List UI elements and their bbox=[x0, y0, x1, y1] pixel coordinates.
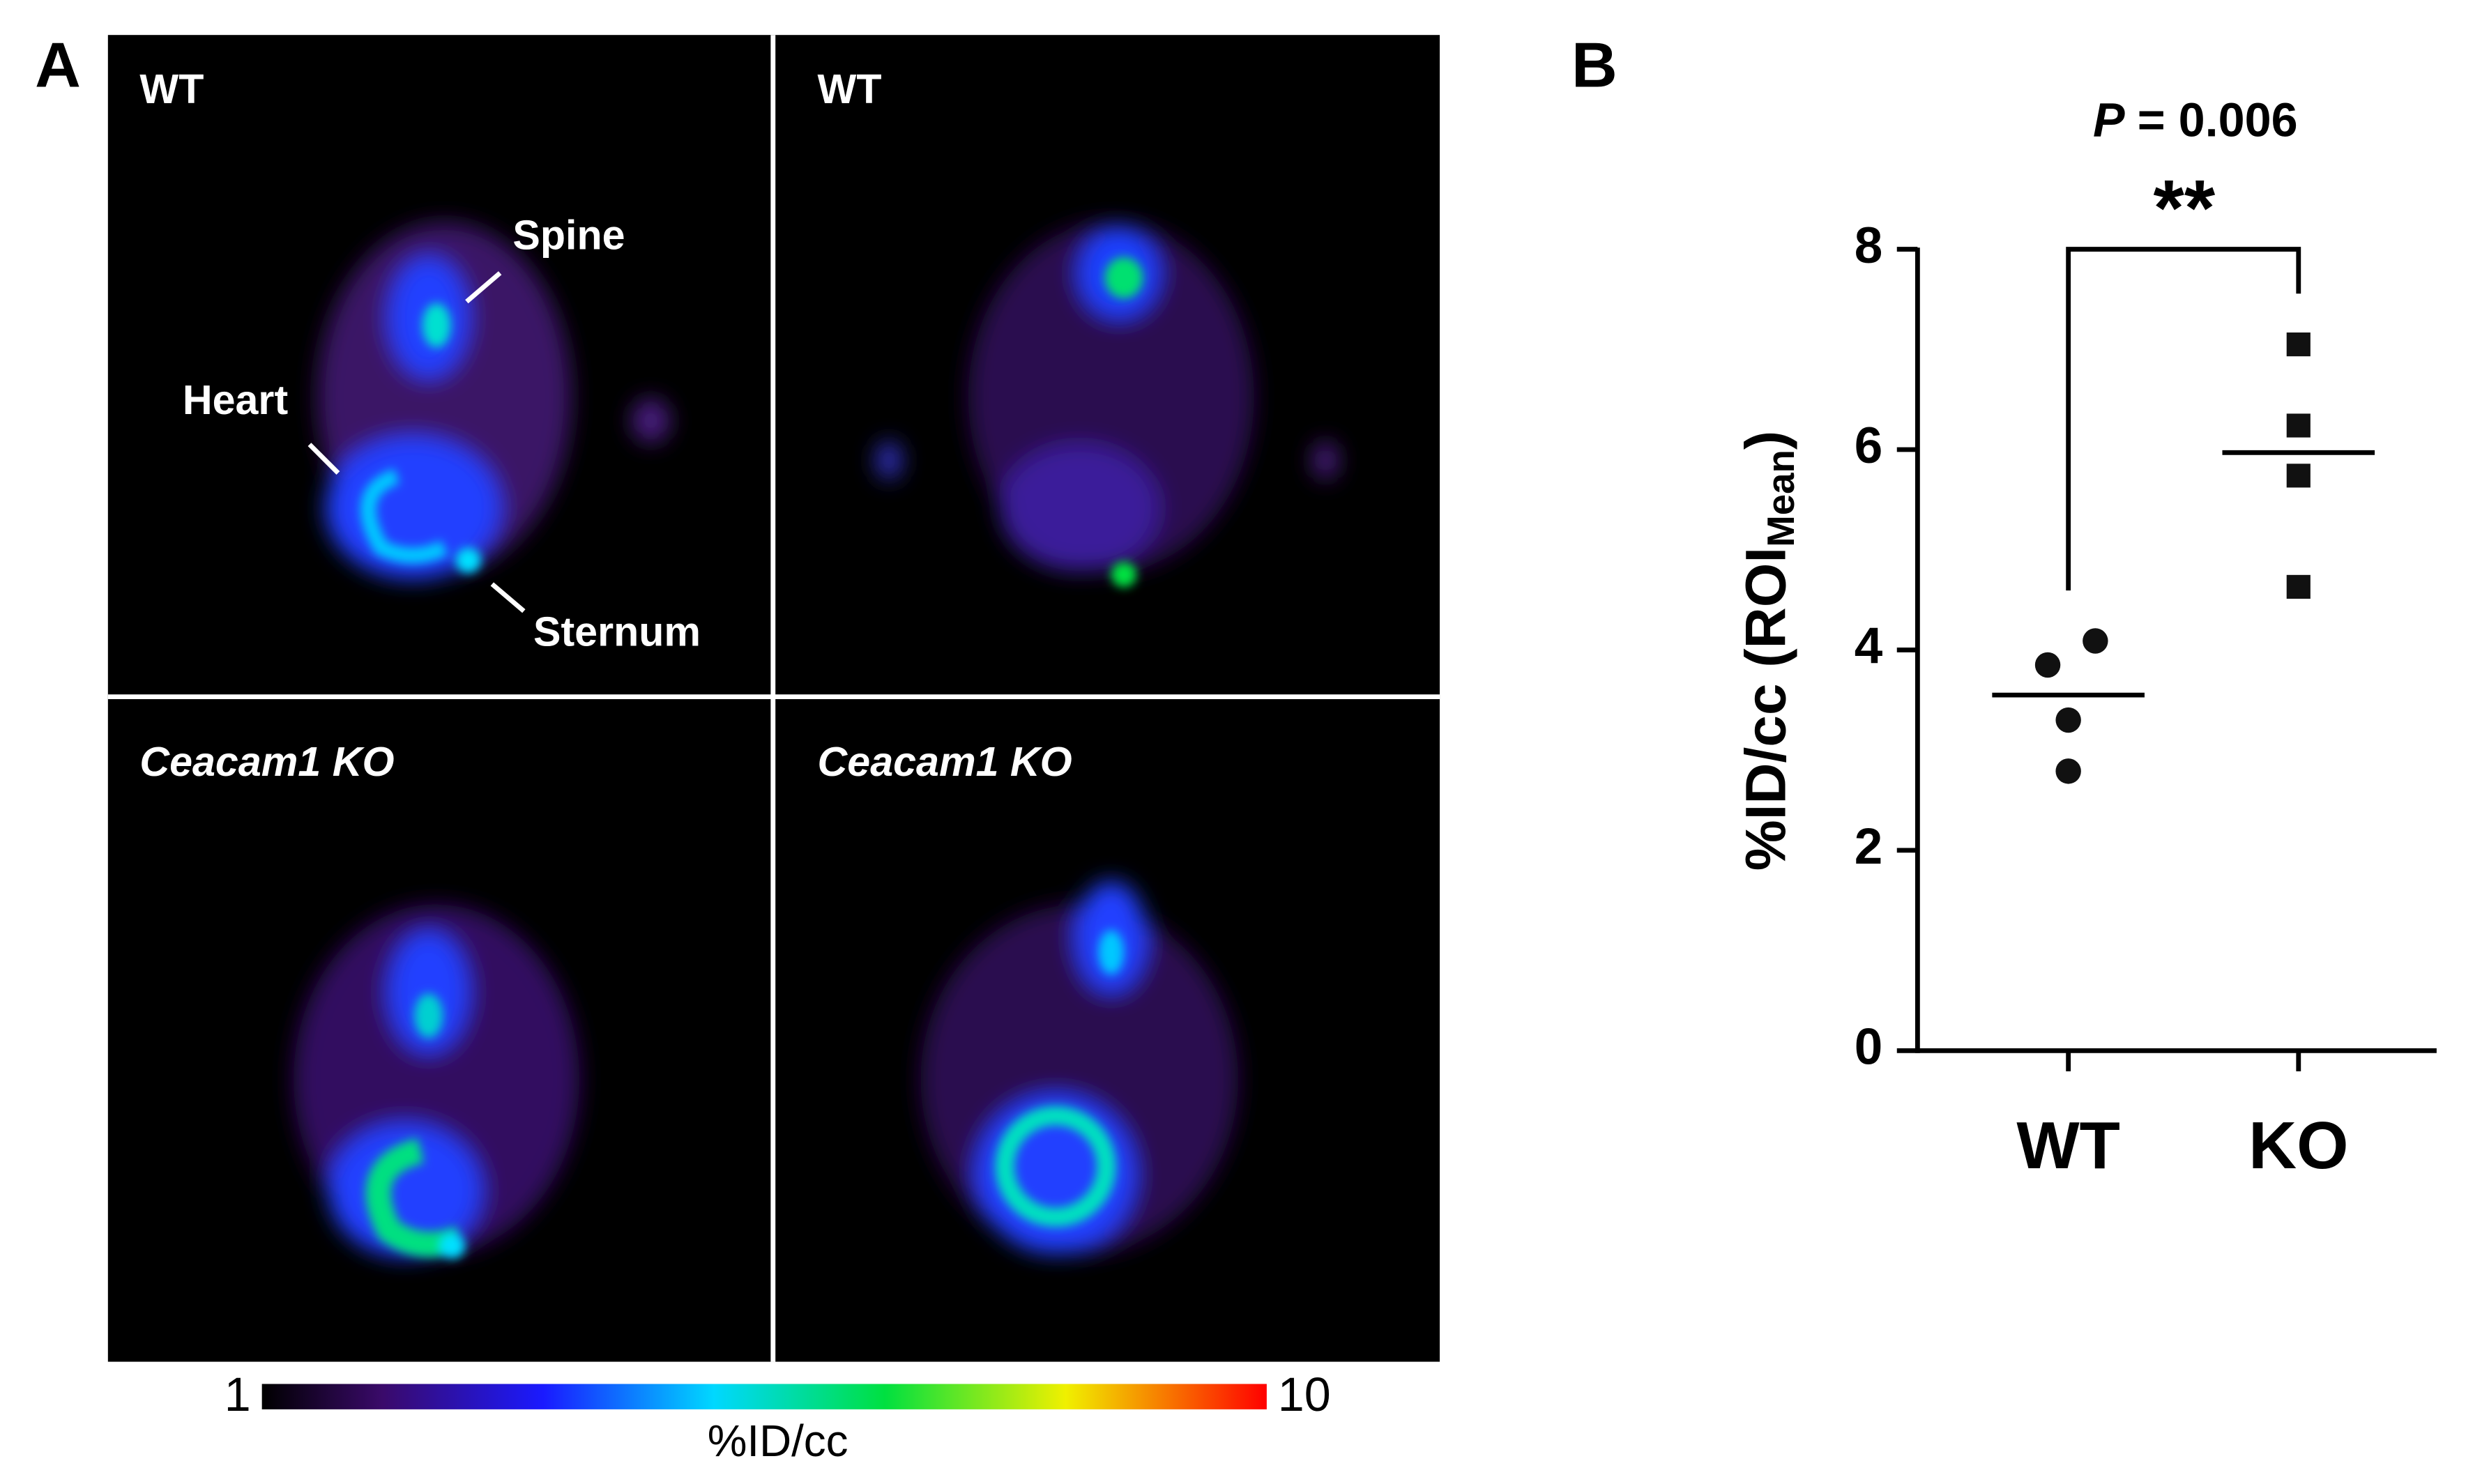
data-point bbox=[2286, 574, 2311, 599]
data-point bbox=[2286, 413, 2311, 438]
data-point bbox=[2055, 707, 2081, 733]
y-label-sub: Mean bbox=[1760, 450, 1803, 547]
colorbar-label: %ID/cc bbox=[708, 1416, 848, 1466]
data-point bbox=[2286, 464, 2311, 488]
colorbar bbox=[261, 1384, 1267, 1409]
chart: 0 2 4 6 8 WT KO P = 0.006 ** %ID/cc (ROIMean) bbox=[1734, 94, 2437, 1183]
p-text: = 0.006 bbox=[2138, 94, 2298, 147]
y-label-main: %ID/cc (ROI bbox=[1734, 547, 1797, 871]
y-tick-label: 4 bbox=[1855, 618, 1883, 675]
panel-letter: A bbox=[35, 30, 81, 100]
x-tick-label: WT bbox=[2016, 1108, 2120, 1183]
data-point bbox=[2055, 758, 2081, 784]
pet-images bbox=[107, 35, 1440, 1362]
image-label: WT bbox=[139, 66, 204, 112]
organ-label: Spine bbox=[512, 211, 625, 258]
colorbar-max: 10 bbox=[1278, 1368, 1331, 1421]
scan-hotspots bbox=[360, 257, 1143, 1259]
y-tick-label: 6 bbox=[1855, 418, 1883, 474]
image-label: Ceacam1 KO bbox=[818, 738, 1072, 785]
x-tick-label: KO bbox=[2248, 1108, 2348, 1183]
panel-letter: B bbox=[1571, 30, 1618, 100]
p-value: P = 0.006 bbox=[2093, 94, 2298, 147]
data-point bbox=[2083, 628, 2108, 654]
organ-label: Sternum bbox=[533, 608, 701, 655]
arrows bbox=[307, 271, 526, 613]
y-tick-label: 2 bbox=[1855, 818, 1883, 875]
data-point bbox=[2034, 652, 2061, 678]
data-point bbox=[2286, 332, 2311, 357]
significance-bracket bbox=[2066, 247, 2301, 591]
y-tick-label: 8 bbox=[1855, 217, 1883, 274]
y-axis-label: %ID/cc (ROIMean) bbox=[1734, 431, 1802, 871]
significance-stars: ** bbox=[2154, 165, 2216, 253]
y-tick-label: 0 bbox=[1855, 1019, 1883, 1076]
y-label-close: ) bbox=[1734, 431, 1797, 450]
colorbar-min: 1 bbox=[224, 1368, 251, 1421]
p-symbol: P bbox=[2093, 94, 2125, 147]
organ-label: Heart bbox=[183, 376, 288, 423]
image-label: Ceacam1 KO bbox=[139, 738, 394, 785]
image-label: WT bbox=[818, 66, 882, 112]
